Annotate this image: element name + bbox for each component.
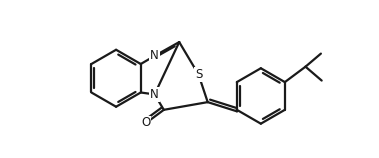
Text: N: N [150,49,159,62]
Text: N: N [150,88,159,101]
Text: S: S [195,68,202,81]
Text: O: O [141,116,151,129]
